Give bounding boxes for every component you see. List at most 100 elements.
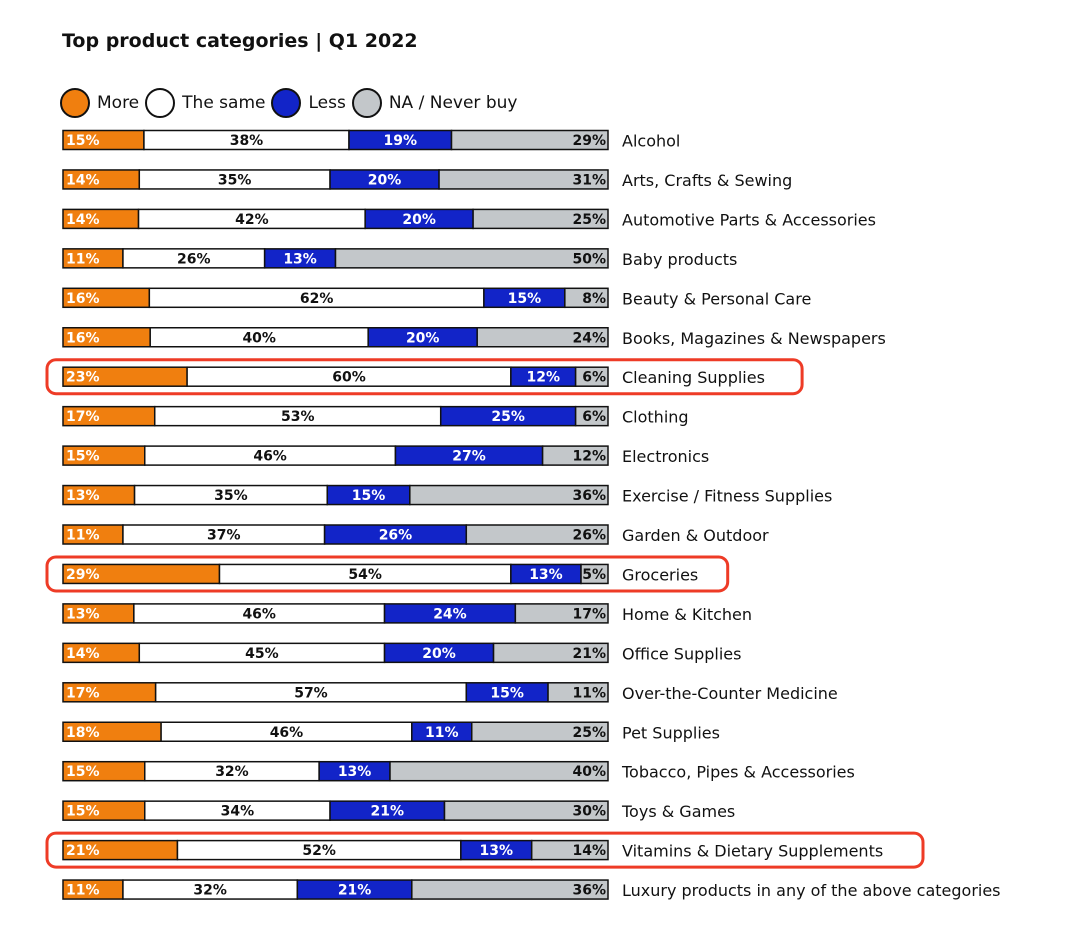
category-label: Office Supplies [622,644,741,663]
bar-value-label: 11% [66,883,100,899]
legend-item-2: Less [271,88,346,118]
bar-segment-na-never-buy [411,879,609,900]
bar-value-label: 17% [66,409,100,425]
bar-value-label: 46% [253,449,287,465]
bar-value-label: 26% [379,528,413,544]
bar-value-label: 38% [230,133,264,149]
bar-value-label: 12% [572,449,606,465]
bar-value-label: 11% [66,251,100,267]
legend-swatch [60,88,90,118]
bar-value-label: 36% [572,488,606,504]
bar-value-label: 46% [242,606,276,622]
bar-segment-na-never-buy [334,248,609,269]
bar-value-label: 54% [348,567,382,583]
bar-value-label: 35% [218,172,252,188]
bar-value-label: 57% [294,685,328,701]
category-label: Garden & Outdoor [622,526,769,545]
bar-value-label: 14% [66,172,100,188]
bar-segment-na-never-buy [476,327,609,348]
bar-value-label: 19% [383,133,417,149]
bar-value-label: 50% [572,251,606,267]
bar-value-label: 21% [371,804,405,820]
bar-segment-na-never-buy [574,366,609,387]
highlight-box [45,831,925,869]
legend-label: Less [308,93,346,113]
bar-value-label: 18% [66,725,100,741]
bar-value-label: 16% [66,291,100,307]
legend-label: More [97,93,140,113]
category-label: Vitamins & Dietary Supplements [622,842,883,861]
bar-value-label: 29% [572,133,606,149]
bar-value-label: 13% [529,567,563,583]
category-label: Books, Magazines & Newspapers [622,329,886,348]
bar-value-label: 20% [406,330,440,346]
bar-segment-na-never-buy [389,760,609,782]
bar-value-label: 46% [270,725,304,741]
legend-swatch [351,88,382,118]
bar-segment-na-never-buy [574,405,609,427]
legend: More The same Less NA / Never buy [60,88,523,118]
bar-value-label: 53% [281,409,315,425]
legend-swatch [145,88,176,118]
bar-value-label: 25% [572,725,606,741]
bar-value-label: 15% [352,488,386,504]
bar-value-label: 16% [66,330,100,346]
bar-value-label: 15% [66,804,100,820]
bar-value-label: 17% [66,685,100,701]
chart-title: Top product categories | Q1 2022 [62,30,418,52]
category-label: Electronics [622,447,709,466]
bar-value-label: 25% [572,212,606,228]
bar-value-label: 14% [66,212,100,228]
bar-value-label: 17% [572,606,606,622]
bar-value-label: 23% [66,370,100,386]
bar-value-label: 8% [582,291,606,307]
category-label: Tobacco, Pipes & Accessories [621,763,855,782]
bar-value-label: 15% [66,133,100,149]
bar-value-label: 32% [215,764,249,780]
bar-segment-na-never-buy [471,721,609,742]
bar-segment-na-never-buy [465,524,609,545]
bar-value-label: 15% [66,764,100,780]
bar-segment-na-never-buy [450,129,609,151]
bar-value-label: 29% [66,567,100,583]
bar-value-label: 12% [526,370,560,386]
bar-value-label: 21% [338,883,372,899]
highlight-box [45,358,804,396]
bar-segment-na-never-buy [492,642,609,664]
category-label: Toys & Games [621,802,735,821]
bar-value-label: 14% [572,843,606,859]
bar-value-label: 13% [66,488,100,504]
bar-value-label: 11% [66,528,100,544]
bar-value-label: 15% [490,685,524,701]
bar-value-label: 11% [425,725,459,741]
bar-value-label: 20% [422,646,456,662]
bar-value-label: 14% [66,646,100,662]
bar-value-label: 5% [582,567,606,583]
bar-value-label: 37% [207,528,241,544]
bar-value-label: 26% [572,528,606,544]
bar-value-label: 27% [452,449,486,465]
bar-value-label: 62% [300,291,334,307]
category-label: Clothing [622,408,689,427]
bar-value-label: 34% [221,804,255,820]
bar-value-label: 40% [572,764,606,780]
category-label: Luxury products in any of the above cate… [622,881,1001,900]
bar-segment-na-never-buy [438,169,609,190]
bar-value-label: 13% [338,764,372,780]
legend-label: The same [182,93,266,113]
bar-segment-na-never-buy [564,287,609,309]
bar-value-label: 13% [480,843,514,859]
bar-value-label: 35% [214,488,248,504]
bar-segment-na-never-buy [443,800,609,821]
highlight-box [45,555,730,593]
bar-segment-na-never-buy [580,563,609,585]
bar-value-label: 13% [283,251,317,267]
bar-segment-na-never-buy [472,208,609,230]
bar-value-label: 15% [508,291,542,307]
bar-segment-na-never-buy [541,445,609,466]
category-label: Automotive Parts & Accessories [622,210,876,229]
bar-value-label: 30% [572,804,606,820]
legend-item-3: NA / Never buy [351,88,517,118]
category-label: Cleaning Supplies [622,368,765,387]
